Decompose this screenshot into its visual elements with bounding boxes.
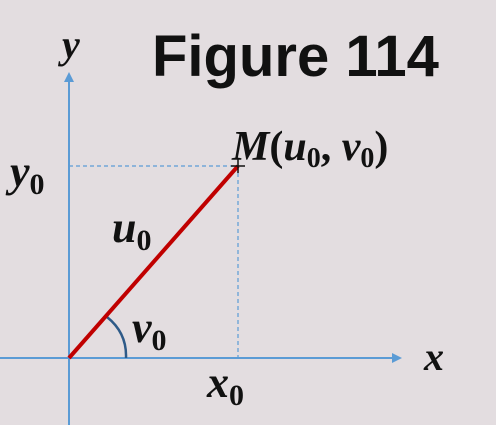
y-projection-base: y — [5, 147, 30, 196]
x-projection-base: x — [206, 358, 229, 407]
y-projection-subscript: 0 — [30, 168, 45, 201]
segment-label-base: u — [112, 203, 136, 252]
segment-label: u0 — [112, 203, 151, 257]
point-name: M — [231, 124, 271, 170]
angle-label-base: v — [132, 303, 152, 352]
segment-label-subscript: 0 — [136, 224, 151, 257]
angle-label: v0 — [132, 303, 167, 357]
point-coord-v-subscript: 0 — [360, 143, 374, 174]
point-label: M(u0, v0) — [231, 124, 388, 174]
figure-title: Figure 114 — [152, 24, 439, 89]
angle-label-subscript: 0 — [152, 324, 167, 357]
y-projection-label: y0 — [5, 147, 45, 201]
y-axis-label: y — [58, 22, 80, 67]
x-projection-label: x0 — [206, 358, 244, 412]
point-coord-u-subscript: 0 — [307, 143, 321, 174]
x-axis-label: x — [423, 334, 444, 379]
point-coord-v: v — [342, 124, 362, 170]
angle-arc — [106, 316, 128, 359]
x-projection-subscript: 0 — [229, 379, 244, 412]
radius-segment — [67, 164, 240, 360]
point-coord-u: u — [283, 124, 306, 170]
